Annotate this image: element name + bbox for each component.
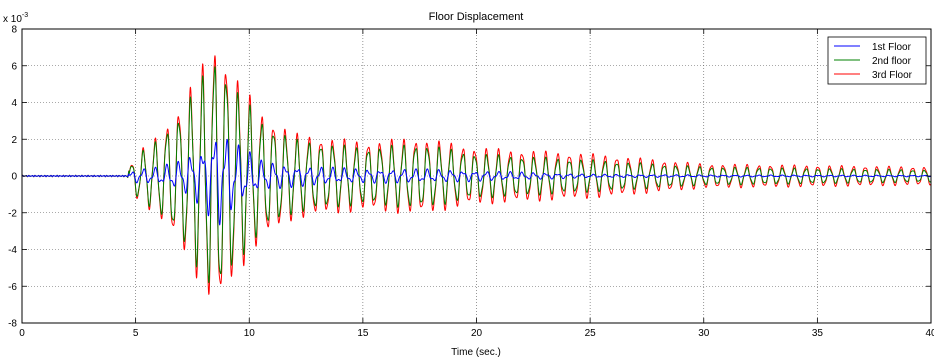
- y-tick-label: -8: [8, 319, 17, 330]
- y-multiplier-exponent: -3: [22, 12, 28, 19]
- x-axis-label: Time (sec.): [451, 347, 501, 358]
- y-tick-label: 2: [11, 135, 17, 146]
- x-tick-label: 5: [133, 328, 139, 339]
- series-line-1st-floor: [22, 138, 931, 226]
- x-tick-label: 30: [698, 328, 710, 339]
- chart-title: Floor Displacement: [429, 11, 524, 23]
- y-tick-label: 4: [11, 98, 17, 109]
- x-tick-label: 25: [585, 328, 597, 339]
- y-tick-label: -6: [8, 282, 17, 293]
- legend-label-2nd-floor: 2nd floor: [872, 56, 912, 67]
- legend-label-3rd-floor: 3rd Floor: [872, 70, 913, 81]
- legend-label-1st-floor: 1st Floor: [872, 42, 912, 53]
- x-tick-label: 10: [244, 328, 256, 339]
- y-tick-label: 0: [11, 172, 17, 183]
- y-tick-label: 8: [11, 25, 17, 36]
- y-tick-label: 6: [11, 61, 17, 72]
- series-lines: [22, 55, 931, 295]
- x-tick-label: 40: [925, 328, 934, 339]
- x-tick-label: 15: [357, 328, 369, 339]
- y-tick-label: -2: [8, 208, 17, 219]
- axis-ticks: 0 5 10 15 20 25 30 35 40 -8 -6 -4 -2 0 2 4 6 8: [8, 25, 934, 340]
- x-tick-label: 20: [471, 328, 483, 339]
- x-tick-label: 0: [19, 328, 25, 339]
- y-multiplier-label: x 10-3: [3, 12, 28, 25]
- y-tick-label: -4: [8, 245, 17, 256]
- legend: 1st Floor 2nd floor 3rd Floor: [827, 36, 927, 85]
- series-line-2nd-floor: [22, 66, 931, 284]
- x-tick-label: 35: [812, 328, 824, 339]
- y-multiplier-base: x 10: [3, 14, 22, 25]
